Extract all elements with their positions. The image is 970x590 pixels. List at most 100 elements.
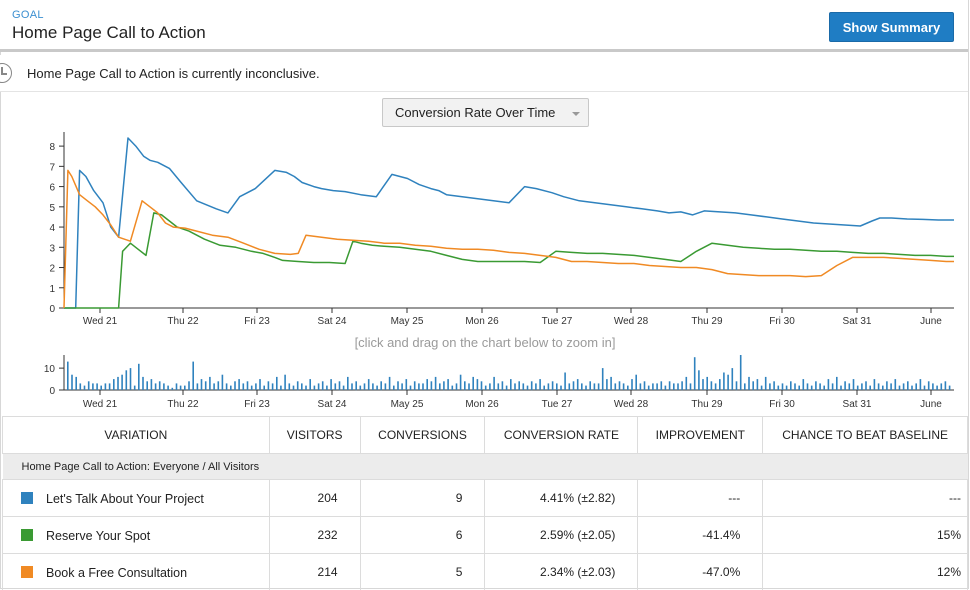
visitor-bar xyxy=(727,374,729,390)
x-tick-label: Sat 31 xyxy=(843,399,872,410)
visitor-bar xyxy=(815,381,817,391)
variation-cell[interactable]: Reserve Your Spot xyxy=(2,516,270,554)
visitor-bar xyxy=(443,381,445,391)
visitor-bar xyxy=(313,385,316,390)
visitor-bar xyxy=(514,383,516,390)
x-tick-label: Mon 26 xyxy=(465,316,499,327)
visitor-bar xyxy=(873,379,876,390)
variation-name: Let's Talk About Your Project xyxy=(46,491,204,506)
x-tick-label: May 25 xyxy=(391,399,424,410)
visitor-bar xyxy=(501,381,504,391)
visitor-bar xyxy=(480,381,483,391)
visitor-bar xyxy=(372,383,374,390)
visitor-bar xyxy=(171,387,174,390)
visitor-bar xyxy=(710,381,713,391)
visitor-bar xyxy=(200,379,203,390)
visitor-bar xyxy=(338,381,341,391)
visitor-bar xyxy=(907,381,909,391)
visitor-bar xyxy=(865,381,867,391)
column-header: VARIATION xyxy=(2,416,270,454)
visitor-bar xyxy=(367,379,370,390)
visitor-bar xyxy=(317,383,320,390)
visitor-bar xyxy=(92,383,94,390)
visitor-bar xyxy=(689,383,692,390)
x-tick-label: Sat 24 xyxy=(318,399,347,410)
visitors-cell: 214 xyxy=(268,553,361,590)
visitor-bar xyxy=(556,383,558,390)
visitor-bar xyxy=(564,372,566,390)
visitor-bar xyxy=(894,379,897,390)
visitor-bar xyxy=(242,383,245,390)
visitor-bar xyxy=(635,374,637,390)
visitor-bar xyxy=(848,383,851,390)
visitor-bar xyxy=(911,385,913,390)
visitors-histogram[interactable]: 0 10 Wed 21 Thu 22 Fri 23 Sat 24 May 25 Mon 26 T… xyxy=(0,352,970,414)
visitor-bar xyxy=(179,385,182,390)
y-tick-label: 10 xyxy=(44,364,56,375)
visitor-bar xyxy=(856,385,859,390)
visitor-bar xyxy=(79,383,82,390)
visitor-bar xyxy=(539,379,541,390)
visitor-bar xyxy=(535,383,537,390)
visitor-bar xyxy=(493,376,495,390)
visitor-bar xyxy=(886,381,888,391)
y-tick-label: 3 xyxy=(49,243,55,254)
zoom-hint: [click and drag on the chart below to zo… xyxy=(354,335,616,350)
visitor-bar xyxy=(890,383,892,390)
visitor-bar xyxy=(468,383,470,390)
visitor-bar xyxy=(819,383,821,390)
chart-type-select[interactable]: Conversion Rate Over Time xyxy=(382,98,589,127)
goal-label: GOAL xyxy=(12,9,44,21)
conversions-cell: 9 xyxy=(359,479,486,517)
visitor-bar xyxy=(622,383,625,390)
x-tick-label: Wed 21 xyxy=(83,316,118,327)
column-header: CHANCE TO BEAT BASELINE xyxy=(762,416,968,454)
visitor-bar xyxy=(719,379,721,390)
visitor-bar xyxy=(785,385,788,390)
visitor-bar xyxy=(301,383,303,390)
visitor-bar xyxy=(330,379,332,390)
conversion-rate-cell: 4.41% (±2.82) xyxy=(484,479,639,517)
visitor-bar xyxy=(681,381,683,391)
improvement-cell: -41.4% xyxy=(637,516,764,554)
x-tick-label: Sat 31 xyxy=(843,316,872,327)
visitor-bar xyxy=(83,385,86,390)
visitor-bar xyxy=(647,385,650,390)
visitor-bar xyxy=(773,381,775,391)
table-row: Book a Free Consultation 214 5 2.34% (±2… xyxy=(2,553,968,590)
visitor-bar xyxy=(614,383,617,390)
visitor-bar xyxy=(292,385,295,390)
clock-icon xyxy=(0,63,12,83)
visitor-bar xyxy=(67,361,69,390)
visitor-bar xyxy=(902,383,905,390)
visitor-bar xyxy=(309,379,311,390)
x-tick-label: Fri 30 xyxy=(769,316,795,327)
x-tick-label: Wed 28 xyxy=(614,399,649,410)
visitor-bar xyxy=(246,381,249,391)
x-tick-label: Thu 22 xyxy=(167,316,199,327)
visitor-bar xyxy=(401,383,403,390)
conversion-rate-chart[interactable]: 0 1 2 3 4 5 6 7 8 Wed 21 Thu 22 Fri 23 Sat 24 May 25 M… xyxy=(0,128,970,338)
visitor-bar xyxy=(673,383,675,390)
visitor-bar xyxy=(326,385,328,390)
visitor-bar xyxy=(831,383,834,390)
visitor-bar xyxy=(146,381,148,391)
visitor-bar xyxy=(568,383,571,390)
segment-label: Home Page Call to Action: Everyone / All… xyxy=(2,453,968,480)
visitor-bar xyxy=(175,383,178,390)
visitor-bar xyxy=(192,361,194,390)
visitor-bar xyxy=(510,379,512,390)
variation-cell[interactable]: Let's Talk About Your Project xyxy=(2,479,270,517)
show-summary-button[interactable]: Show Summary xyxy=(829,12,954,42)
visitor-bar xyxy=(693,357,696,390)
visitor-bar xyxy=(238,379,240,390)
x-tick-label: Wed 21 xyxy=(83,399,118,410)
variation-cell[interactable]: Book a Free Consultation xyxy=(2,553,270,590)
visitor-bar xyxy=(250,385,253,390)
visitor-bar xyxy=(209,376,211,390)
visitor-bar xyxy=(418,383,420,390)
visitors-cell: 232 xyxy=(268,516,361,554)
visitor-bar xyxy=(606,379,608,390)
visitor-bar xyxy=(861,383,863,390)
visitor-bar xyxy=(104,383,107,390)
